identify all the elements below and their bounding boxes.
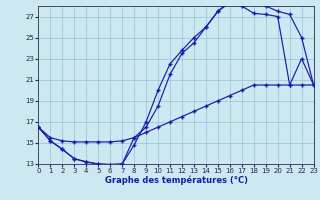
X-axis label: Graphe des températures (°C): Graphe des températures (°C) [105, 176, 247, 185]
